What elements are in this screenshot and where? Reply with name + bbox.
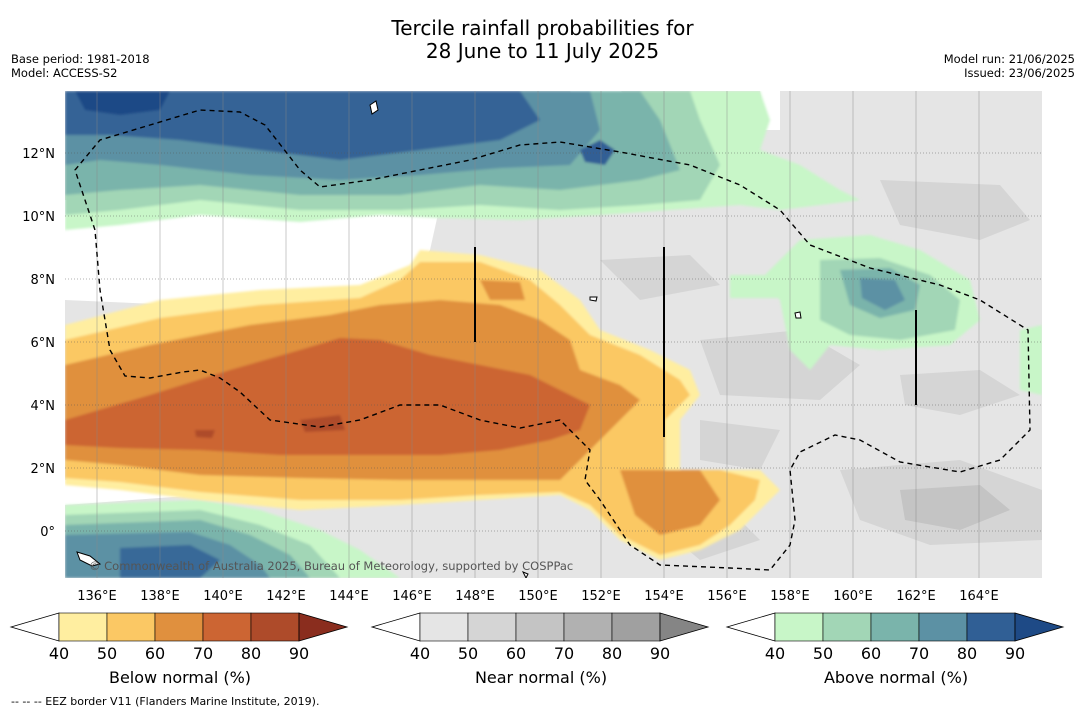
base-period-text: Base period: 1981-2018 xyxy=(11,52,150,66)
colorbar-segment xyxy=(202,612,252,642)
map-plot-area: © Commonwealth of Australia 2025, Bureau… xyxy=(65,91,1042,578)
y-tick-label: 10°N xyxy=(22,210,55,225)
x-tick-label: 158°E xyxy=(770,589,810,604)
colorbar-under-triangle xyxy=(725,612,776,642)
x-tick-label: 138°E xyxy=(140,589,180,604)
y-tick-label: 4°N xyxy=(31,399,56,414)
colorbar-tick-label: 50 xyxy=(97,644,117,663)
colorbar-over-triangle xyxy=(659,612,710,642)
near-normal-label: Near normal (%) xyxy=(474,668,608,687)
colorbar-tick-label: 40 xyxy=(410,644,430,663)
colorbar-tick-label: 80 xyxy=(602,644,622,663)
x-tick-label: 140°E xyxy=(203,589,243,604)
colorbar-segment xyxy=(870,612,920,642)
colorbar-tick-label: 70 xyxy=(909,644,929,663)
x-tick-label: 144°E xyxy=(329,589,369,604)
colorbar-tick-label: 60 xyxy=(506,644,526,663)
colorbar-tick-label: 60 xyxy=(861,644,881,663)
latitude-gridlines xyxy=(65,152,1042,532)
x-tick-label: 164°E xyxy=(959,589,999,604)
colorbar-over-triangle xyxy=(1014,612,1065,642)
colorbar-tick-label: 80 xyxy=(957,644,977,663)
y-tick-label: 2°N xyxy=(31,462,56,477)
colorbar-segment xyxy=(250,612,300,642)
colorbar-segment xyxy=(58,612,108,642)
colorbar-under-triangle xyxy=(9,612,60,642)
colorbar-segment xyxy=(419,612,469,642)
x-tick-label: 142°E xyxy=(266,589,306,604)
eez-border xyxy=(74,109,1031,571)
map-title-line1: Tercile rainfall probabilities for xyxy=(391,16,694,40)
colorbar-tick-label: 70 xyxy=(193,644,213,663)
colorbar-tick-label: 40 xyxy=(765,644,785,663)
x-tick-label: 160°E xyxy=(833,589,873,604)
colorbar-tick-label: 50 xyxy=(813,644,833,663)
colorbar-segment xyxy=(611,612,661,642)
x-tick-label: 136°E xyxy=(77,589,117,604)
eez-footnote: -- -- -- EEZ border V11 (Flanders Marine… xyxy=(11,695,320,708)
colorbar-segment xyxy=(154,612,204,642)
copyright-text: © Commonwealth of Australia 2025, Bureau… xyxy=(89,559,573,573)
y-tick-label: 0° xyxy=(40,525,55,540)
map-title-line2: 28 June to 11 July 2025 xyxy=(425,39,660,63)
model-text: Model: ACCESS-S2 xyxy=(11,66,118,80)
colorbar-segment xyxy=(918,612,968,642)
x-tick-label: 162°E xyxy=(896,589,936,604)
colorbar-over-triangle xyxy=(298,612,349,642)
colorbar-tick-label: 90 xyxy=(1005,644,1025,663)
colorbar-tick-label: 90 xyxy=(289,644,309,663)
x-tick-label: 154°E xyxy=(644,589,684,604)
colorbar-tick-label: 50 xyxy=(458,644,478,663)
y-tick-label: 12°N xyxy=(22,147,55,162)
y-tick-label: 8°N xyxy=(31,273,56,288)
colorbar-segment xyxy=(774,612,824,642)
islands xyxy=(76,100,802,578)
model-run-text: Model run: 21/06/2025 xyxy=(943,52,1075,66)
colorbar-segment xyxy=(822,612,872,642)
colorbar-tick-label: 60 xyxy=(145,644,165,663)
x-axis-labels: 136°E 138°E 140°E 142°E 144°E 146°E 148°E 150°E… xyxy=(77,589,999,604)
colorbar-tick-label: 80 xyxy=(241,644,261,663)
above-normal-label: Above normal (%) xyxy=(823,668,969,687)
colorbar-segment xyxy=(563,612,613,642)
colorbars: 40 50 60 70 80 90 40 50 60 70 80 90 40 50 60 70 80 90 xyxy=(9,612,1065,663)
colorbar-tick-label: 90 xyxy=(650,644,670,663)
x-tick-label: 150°E xyxy=(518,589,558,604)
issued-text: Issued: 23/06/2025 xyxy=(964,66,1075,80)
y-axis-labels: 12°N 10°N 8°N 6°N 4°N 2°N 0° xyxy=(22,147,55,540)
boundary-lines xyxy=(474,247,917,437)
colorbar-segment xyxy=(467,612,517,642)
colorbar-tick-label: 40 xyxy=(49,644,69,663)
colorbar-tick-label: 70 xyxy=(554,644,574,663)
colorbar-segment xyxy=(966,612,1016,642)
colorbar-under-triangle xyxy=(370,612,421,642)
colorbar-segment xyxy=(515,612,565,642)
y-tick-label: 6°N xyxy=(31,336,56,351)
x-tick-label: 148°E xyxy=(455,589,495,604)
below-normal-label: Below normal (%) xyxy=(108,668,252,687)
x-tick-label: 146°E xyxy=(392,589,432,604)
x-tick-label: 152°E xyxy=(581,589,621,604)
colorbar-segment xyxy=(106,612,156,642)
x-tick-label: 156°E xyxy=(707,589,747,604)
